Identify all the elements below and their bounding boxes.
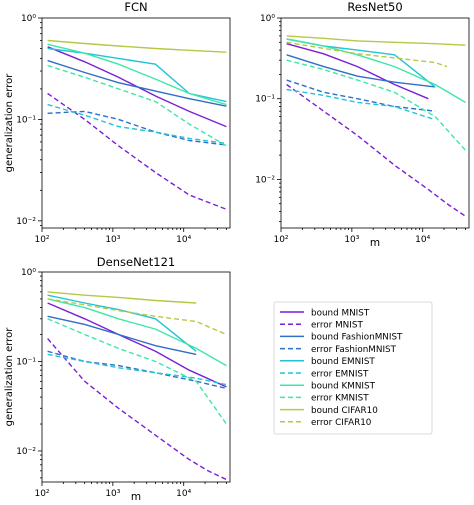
y-tick-label: 10⁻¹ <box>16 115 36 125</box>
y-tick-label: 10⁻¹ <box>16 357 36 367</box>
series-line-bound-kmnist <box>47 43 227 106</box>
x-tick-label: 10³ <box>105 235 120 245</box>
series-group <box>47 39 227 210</box>
series-line-bound-emnist <box>47 294 197 352</box>
chart-title: FCN <box>124 0 147 14</box>
series-group <box>47 291 227 481</box>
x-tick-label: 10² <box>34 489 49 499</box>
series-line-bound-cifar10 <box>47 39 227 53</box>
legend-label: bound CIFAR10 <box>311 406 378 416</box>
x-tick-label: 10³ <box>105 489 120 499</box>
series-line-error-emnist <box>47 353 227 386</box>
series-line-error-emnist <box>47 103 227 145</box>
series-line-error-fashionmnist <box>47 110 227 146</box>
plot-frame <box>41 271 231 483</box>
y-tick-label: 10⁰ <box>21 268 36 278</box>
series-line-bound-fashionmnist <box>47 315 197 356</box>
chart-title: ResNet50 <box>347 0 402 14</box>
x-tick-label: 10⁴ <box>176 489 191 499</box>
chart-title: DenseNet121 <box>97 255 175 269</box>
series-line-bound-fashionmnist <box>47 59 227 107</box>
legend-label: error FashionMNIST <box>311 345 397 355</box>
series-line-bound-emnist <box>286 38 436 88</box>
y-tick-label: 10⁰ <box>21 14 36 24</box>
series-line-error-cifar10 <box>47 298 227 336</box>
x-axis-label: m <box>131 491 141 503</box>
series-line-bound-cifar10 <box>47 291 197 304</box>
series-line-error-kmnist <box>47 64 227 147</box>
series-line-bound-emnist <box>47 47 227 103</box>
series-line-error-mnist <box>47 92 227 210</box>
series-line-bound-kmnist <box>286 38 466 104</box>
series-line-error-kmnist <box>286 59 466 151</box>
legend-label: error EMNIST <box>311 369 369 379</box>
y-tick-label: 10⁻² <box>16 447 36 457</box>
y-tick-label: 10⁻² <box>16 217 36 227</box>
series-line-bound-mnist <box>47 302 227 388</box>
y-tick-label: 10⁻² <box>255 175 275 185</box>
series-line-error-fashionmnist <box>286 79 436 112</box>
series-line-bound-cifar10 <box>286 35 466 46</box>
x-tick-label: 10³ <box>344 235 359 245</box>
series-line-error-kmnist <box>47 318 227 425</box>
legend-label: bound MNIST <box>311 308 370 318</box>
y-tick-label: 10⁻¹ <box>255 95 275 105</box>
x-tick-label: 10⁴ <box>415 235 430 245</box>
series-line-bound-kmnist <box>47 298 227 367</box>
series-line-error-cifar10 <box>286 41 448 68</box>
x-tick-label: 10² <box>34 235 49 245</box>
plot-frame <box>41 17 231 229</box>
chart-panel-1: 10² 10³ 10⁴ 10⁰ 10⁻¹ 10⁻² ResNet50 m <box>255 0 470 249</box>
legend-label: error CIFAR10 <box>311 418 372 428</box>
series-line-error-fashionmnist <box>47 350 227 390</box>
legend-label: error KMNIST <box>311 394 369 404</box>
series-group <box>286 35 466 217</box>
series-line-error-emnist <box>286 88 436 121</box>
legend: bound MNIST error MNIST bound FashionMNIST… <box>273 301 433 435</box>
x-axis-label: m <box>370 237 380 249</box>
legend-label: bound FashionMNIST <box>311 333 403 343</box>
legend-label: error MNIST <box>311 321 363 331</box>
y-axis-label: generalization error <box>4 327 15 427</box>
y-axis-label: generalization error <box>4 73 15 173</box>
series-line-bound-fashionmnist <box>286 54 436 88</box>
chart-panel-0: 10² 10³ 10⁴ 10⁰ 10⁻¹ 10⁻² FCN generalization er… <box>4 0 231 245</box>
x-tick-label: 10² <box>273 235 288 245</box>
series-line-bound-mnist <box>286 43 429 100</box>
chart-panel-2: 10² 10³ 10⁴ 10⁰ 10⁻¹ 10⁻² DenseNet121 generaliz… <box>4 255 231 503</box>
y-tick-label: 10⁰ <box>260 14 275 24</box>
legend-label: bound EMNIST <box>311 357 375 367</box>
series-line-error-mnist <box>47 338 227 481</box>
legend-box <box>273 301 433 435</box>
legend-label: bound KMNIST <box>311 382 376 392</box>
x-tick-label: 10⁴ <box>176 235 191 245</box>
